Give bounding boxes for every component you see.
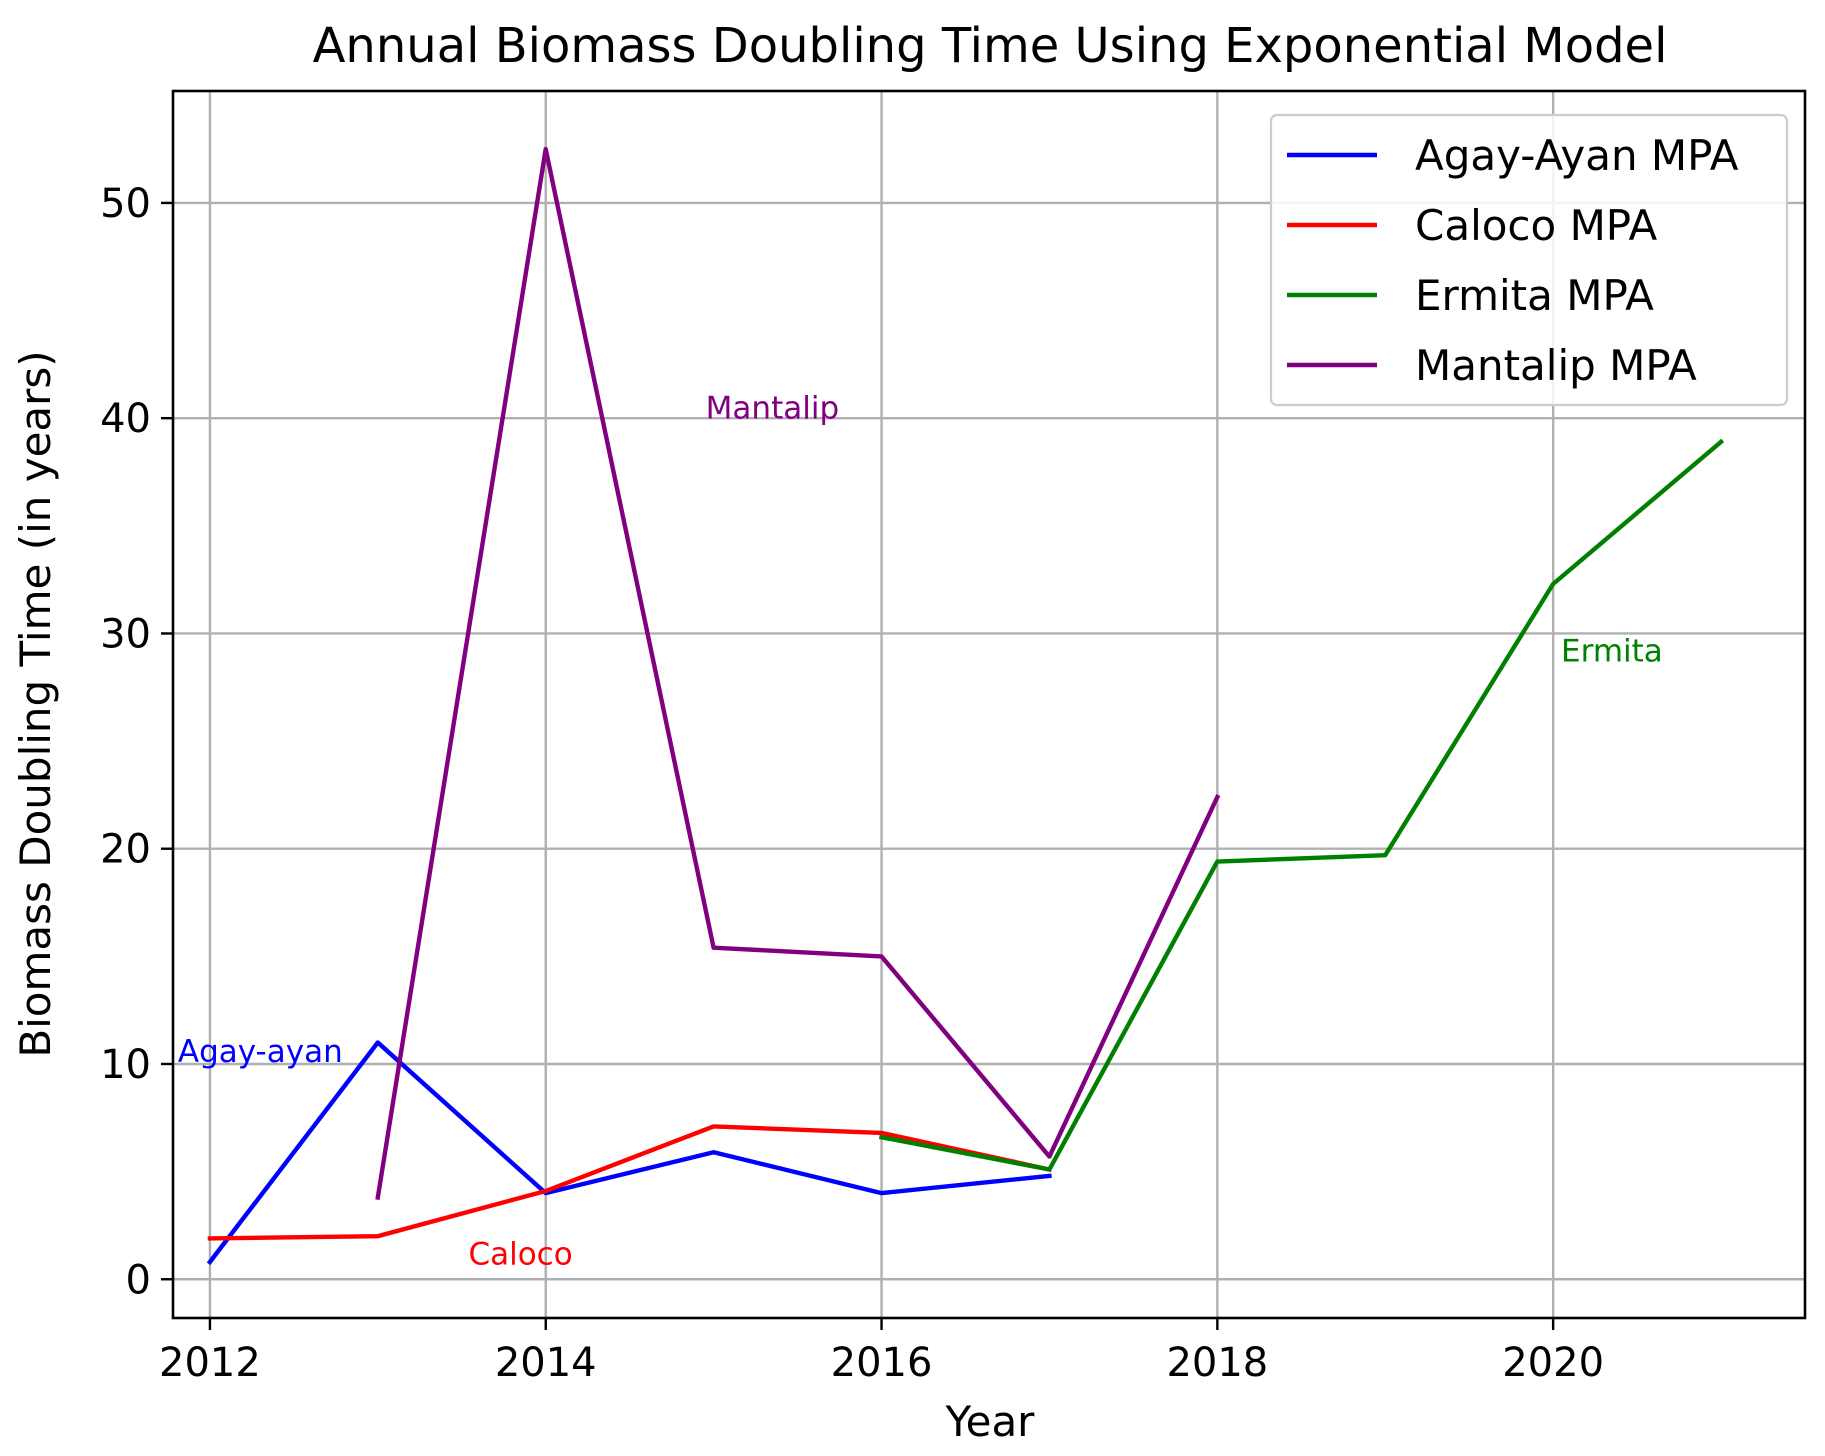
legend-box <box>1269 113 1789 407</box>
axis-ticks: 2012 2014 2016 2018 2020 0 10 20 30 40 50 <box>100 181 1604 1386</box>
legend-label: Agay-Ayan MPA <box>1415 131 1739 180</box>
y-tick-label: 0 <box>126 1257 151 1303</box>
x-tick-label: 2014 <box>495 1340 597 1386</box>
y-tick-label: 20 <box>100 827 151 873</box>
x-tick-label: 2020 <box>1502 1340 1604 1386</box>
legend: Agay-Ayan MPA Caloco MPA Ermita MPA Mantali… <box>1269 113 1789 407</box>
x-tick-label: 2016 <box>831 1340 933 1386</box>
series-lines <box>206 146 1725 1266</box>
y-tick-label: 30 <box>100 611 151 657</box>
annotation-label: Mantalip <box>706 390 839 426</box>
legend-label: Mantalip MPA <box>1415 341 1697 390</box>
x-axis-title: Year <box>945 1397 1036 1446</box>
plot-frame <box>171 89 1807 1320</box>
chart-title: Annual Biomass Doubling Time Using Expon… <box>313 18 1668 74</box>
x-tick-label: 2018 <box>1166 1340 1268 1386</box>
annotation-label: Agay-ayan <box>178 1034 343 1070</box>
annotation-label: Caloco <box>468 1236 572 1272</box>
annotations: Agay-ayan Caloco Mantalip Ermita <box>178 390 1663 1272</box>
annotation-label: Ermita <box>1561 634 1663 670</box>
series-line-ermita-mpa <box>878 438 1725 1172</box>
legend-label: Ermita MPA <box>1415 271 1654 320</box>
series-line-mantalip-mpa <box>375 146 1221 1201</box>
series-line-agay-ayan-mpa <box>206 1040 1052 1266</box>
x-tick-label: 2012 <box>159 1340 261 1386</box>
y-tick-label: 50 <box>100 181 151 227</box>
legend-label: Caloco MPA <box>1415 201 1657 250</box>
y-axis-title: Biomass Doubling Time (in years) <box>11 350 60 1057</box>
y-tick-label: 10 <box>100 1042 151 1088</box>
y-tick-label: 40 <box>100 396 151 442</box>
series-line-caloco-mpa <box>207 1124 1053 1241</box>
